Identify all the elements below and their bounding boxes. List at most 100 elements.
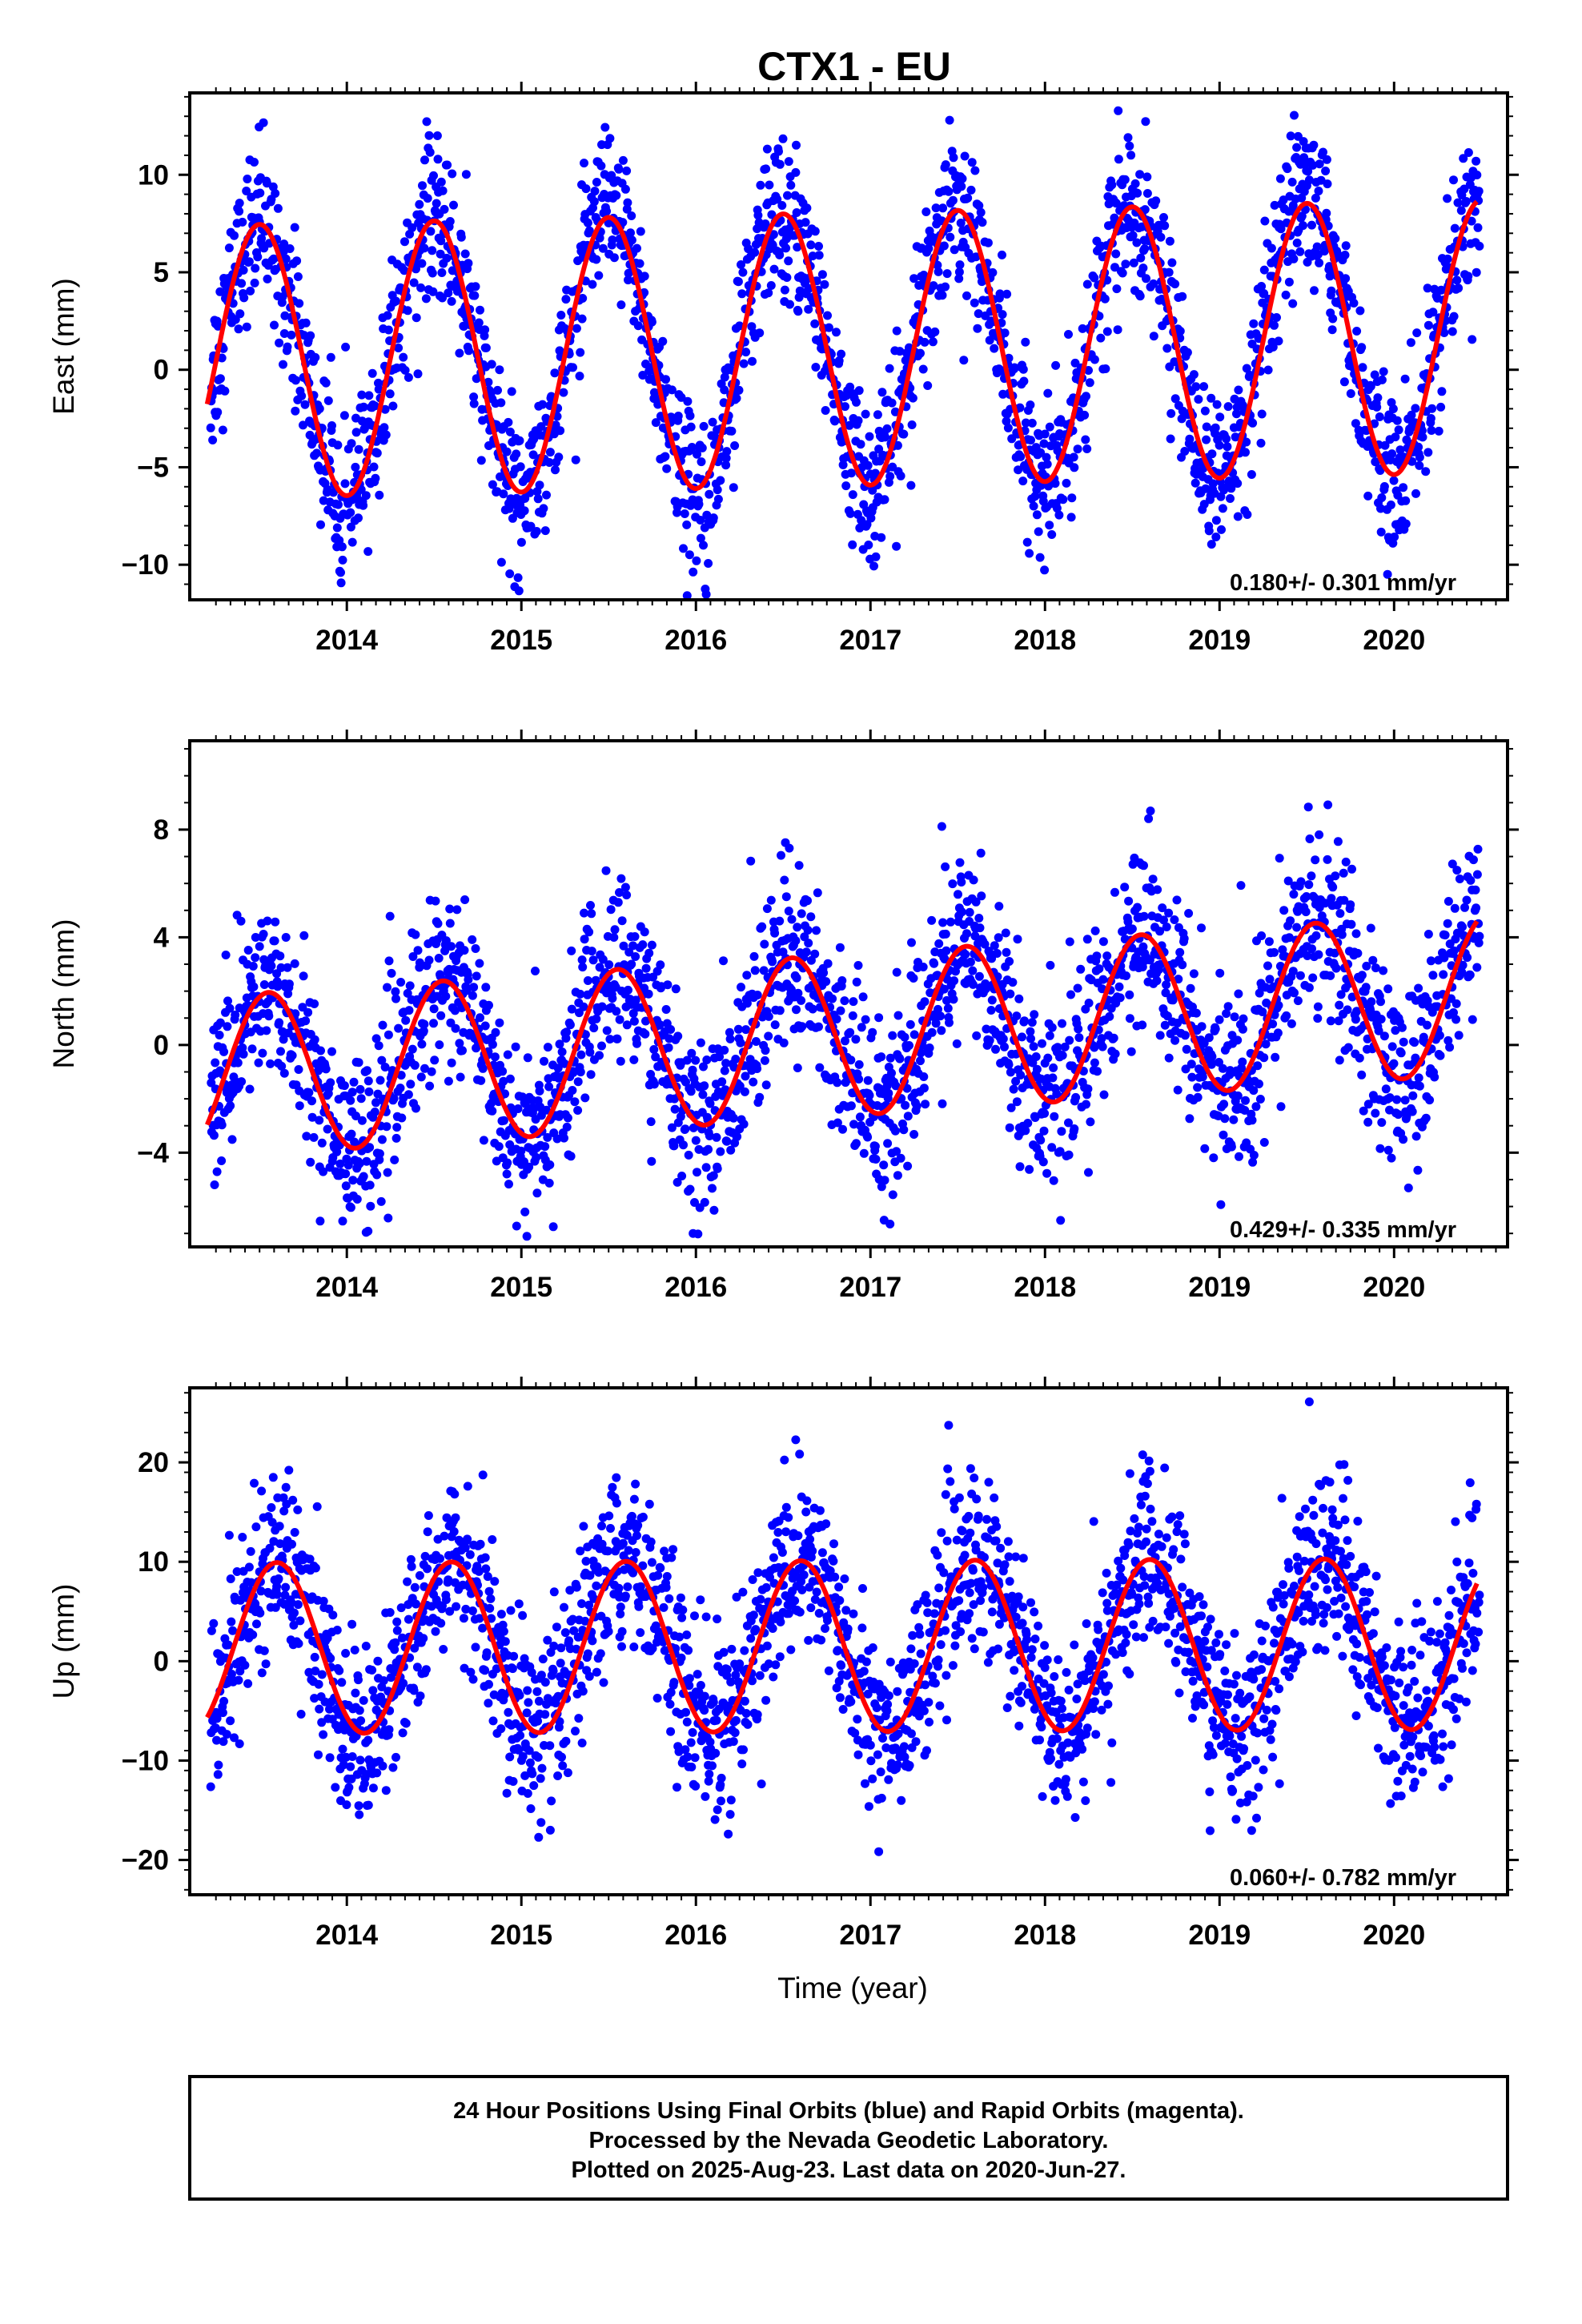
east-point	[1211, 533, 1221, 541]
north-point	[717, 1077, 727, 1087]
north-point	[267, 961, 276, 971]
east-point	[970, 166, 980, 175]
east-point	[257, 234, 267, 243]
east-point	[1358, 363, 1367, 372]
east-point	[235, 207, 244, 216]
east-point	[1066, 513, 1076, 522]
east-point	[1399, 483, 1408, 493]
east-point	[870, 468, 880, 478]
east-ytick-label: −5	[137, 452, 169, 483]
north-point	[750, 966, 760, 975]
east-point	[251, 263, 260, 273]
east-point	[1423, 320, 1433, 330]
north-point	[212, 1167, 222, 1176]
north-point	[1012, 1011, 1022, 1021]
chart-title: CTX1 - EU	[757, 44, 951, 89]
east-point	[1025, 549, 1034, 558]
north-point	[1084, 999, 1094, 1007]
east-point	[383, 311, 392, 320]
east-ytick-label: 5	[154, 257, 169, 288]
north-point	[576, 1050, 586, 1059]
north-point	[868, 1027, 877, 1037]
north-point	[404, 1090, 413, 1100]
east-point	[823, 311, 832, 320]
east-point	[1121, 259, 1130, 269]
east-point	[1400, 374, 1410, 384]
north-point	[673, 1031, 683, 1041]
north-point	[1265, 975, 1275, 984]
east-point	[423, 194, 432, 203]
east-point	[708, 417, 717, 427]
east-point	[864, 541, 873, 549]
east-point	[471, 282, 480, 292]
north-point	[347, 1088, 357, 1097]
north-point	[264, 1011, 274, 1021]
north-point	[245, 1084, 255, 1094]
north-point	[352, 1195, 362, 1204]
east-point	[271, 189, 280, 198]
east-point	[206, 423, 215, 432]
north-point	[310, 1035, 319, 1044]
east-point	[1080, 410, 1090, 420]
north-point	[656, 960, 665, 970]
east-point	[1185, 434, 1195, 444]
north-point	[532, 1152, 541, 1162]
north-point	[217, 1156, 227, 1165]
north-point	[573, 1077, 583, 1087]
east-point	[357, 390, 367, 400]
north-point	[1006, 989, 1015, 999]
east-point	[896, 471, 905, 480]
north-point	[1371, 1108, 1380, 1118]
east-point	[1241, 448, 1250, 457]
east-point	[998, 310, 1007, 320]
north-point	[584, 927, 594, 937]
east-point	[1275, 174, 1285, 183]
east-point	[608, 235, 617, 244]
east-point	[686, 422, 696, 432]
north-point	[436, 1011, 446, 1020]
north-point	[1042, 1168, 1052, 1178]
east-point	[496, 557, 506, 567]
north-point	[1122, 971, 1130, 980]
north-point	[484, 1000, 493, 1010]
east-point	[449, 200, 458, 210]
east-point	[1194, 395, 1203, 404]
north-point	[1410, 1038, 1419, 1047]
north-point	[934, 939, 944, 948]
north-point	[1049, 1063, 1058, 1072]
east-point	[956, 219, 966, 227]
north-point	[315, 1216, 325, 1226]
north-point	[563, 1113, 572, 1123]
north-point	[1452, 999, 1461, 1008]
east-point	[1346, 389, 1355, 398]
east-point	[887, 398, 897, 408]
east-point	[885, 472, 895, 481]
north-point	[597, 1002, 607, 1011]
east-point	[734, 385, 744, 395]
east-point	[792, 208, 801, 217]
north-point	[1425, 1096, 1435, 1105]
north-point	[740, 1087, 749, 1096]
north-point	[1397, 1023, 1407, 1032]
north-point	[304, 1088, 314, 1097]
east-point	[499, 489, 508, 499]
east-point	[598, 243, 608, 253]
east-point	[661, 452, 670, 461]
east-point	[436, 177, 446, 187]
east-point	[584, 226, 594, 235]
north-point	[476, 1013, 484, 1023]
north-point	[412, 1104, 420, 1113]
north-point	[1155, 1031, 1165, 1040]
north-point	[567, 946, 576, 955]
north-point	[781, 892, 791, 902]
north-point	[1408, 1091, 1418, 1100]
north-point	[994, 933, 1003, 943]
east-point	[941, 282, 950, 292]
north-point	[1303, 802, 1313, 812]
east-point	[974, 309, 983, 319]
east-point	[1069, 452, 1078, 462]
east-point	[1101, 364, 1110, 373]
north-point	[1357, 1070, 1367, 1080]
east-point	[351, 462, 360, 472]
north-point	[1186, 1059, 1196, 1069]
